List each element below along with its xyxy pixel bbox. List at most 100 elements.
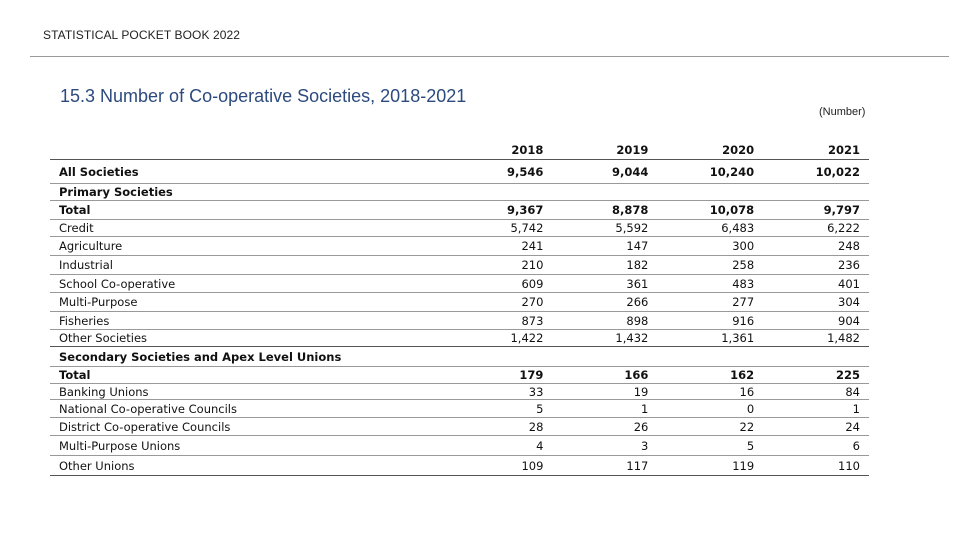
table-row: Credit 5,742 5,592 6,483 6,222 <box>50 220 869 237</box>
table-row: District Co-operative Councils 28 26 22 … <box>50 418 869 436</box>
cell-2018: 179 <box>519 368 544 382</box>
cell-2020: 10,078 <box>709 203 755 217</box>
cell-2019: 1,432 <box>615 331 649 345</box>
table-row: Fisheries 873 898 916 904 <box>50 312 869 330</box>
table-row: Agriculture 241 147 300 248 <box>50 237 869 256</box>
cell-2018: 9,367 <box>507 203 544 217</box>
table-row: Multi-Purpose 270 266 277 304 <box>50 293 869 312</box>
cell-2020: 0 <box>746 401 755 416</box>
cell-2021: 401 <box>838 276 860 291</box>
row-label: Other Unions <box>59 458 135 473</box>
cell-2020: 277 <box>732 295 755 309</box>
row-label: All Societies <box>59 164 139 179</box>
table-row: Total 9,367 8,878 10,078 9,797 <box>50 201 869 220</box>
column-header-label <box>50 141 447 160</box>
cell-2021: 225 <box>835 368 860 382</box>
row-label: National Co-operative Councils <box>59 401 237 416</box>
cell-2019: 5,592 <box>615 221 649 235</box>
cell-2020: 16 <box>739 384 755 399</box>
table-row: All Societies 9,546 9,044 10,240 10,022 <box>50 160 869 184</box>
cell-2018: 4 <box>536 438 544 453</box>
cell-2020: 258 <box>732 258 755 272</box>
cell-2018: 1,422 <box>510 331 544 345</box>
cell-2021: 6 <box>852 438 860 453</box>
section-heading-row: Secondary Societies and Apex Level Union… <box>50 347 869 367</box>
cell-2018: 5 <box>536 401 544 416</box>
cell-2019: 26 <box>633 419 649 434</box>
row-label: Banking Unions <box>59 384 149 399</box>
row-label: Other Societies <box>59 331 148 345</box>
cell-2019: 9,044 <box>611 164 649 179</box>
cell-2021: 9,797 <box>823 203 860 217</box>
cell-2018: 28 <box>528 419 544 434</box>
column-header-2021: 2021 <box>827 143 860 157</box>
cell-2021: 10,022 <box>815 164 860 179</box>
table-row: Multi-Purpose Unions 4 3 5 6 <box>50 436 869 456</box>
cell-2021: 24 <box>845 419 860 434</box>
cell-2020: 5 <box>746 438 755 453</box>
cell-2021: 1 <box>852 401 860 416</box>
cell-2018: 241 <box>521 239 544 253</box>
cell-2020: 162 <box>730 368 755 382</box>
cell-2018: 270 <box>521 295 544 309</box>
cell-2018: 609 <box>521 276 544 291</box>
column-header-2019: 2019 <box>616 143 649 157</box>
table-header-row: 2018 2019 2020 2021 <box>50 141 869 160</box>
cell-2019: 3 <box>641 438 649 453</box>
cell-2019: 182 <box>626 258 649 272</box>
cell-2021: 904 <box>838 313 860 328</box>
cell-2021: 6,222 <box>827 221 860 235</box>
row-label: Fisheries <box>59 313 110 328</box>
cell-2021: 110 <box>838 458 860 473</box>
cell-2020: 119 <box>732 458 755 473</box>
cell-2019: 166 <box>624 368 649 382</box>
cell-2019: 1 <box>641 401 649 416</box>
table-row: Other Unions 109 117 119 110 <box>50 456 869 476</box>
row-label: Credit <box>59 221 94 235</box>
book-header: STATISTICAL POCKET BOOK 2022 <box>43 28 241 42</box>
unit-note: (Number) <box>819 106 866 118</box>
cell-2019: 8,878 <box>611 203 649 217</box>
header-divider <box>30 56 949 57</box>
column-header-2018: 2018 <box>511 143 544 157</box>
cell-2021: 84 <box>845 384 860 399</box>
cell-2020: 300 <box>732 239 755 253</box>
table-row: Other Societies 1,422 1,432 1,361 1,482 <box>50 330 869 347</box>
cell-2019: 19 <box>633 384 649 399</box>
row-label: Agriculture <box>59 239 123 253</box>
cell-2018: 9,546 <box>507 164 544 179</box>
row-label: Multi-Purpose <box>59 295 138 309</box>
cell-2019: 117 <box>626 458 649 473</box>
cell-2020: 6,483 <box>721 221 755 235</box>
cell-2018: 210 <box>521 258 544 272</box>
section-heading-row: Primary Societies <box>50 184 869 201</box>
cell-2019: 147 <box>626 239 649 253</box>
cell-2019: 361 <box>626 276 649 291</box>
table-row: School Co-operative 609 361 483 401 <box>50 275 869 293</box>
cell-2018: 873 <box>521 313 544 328</box>
row-label: School Co-operative <box>59 276 176 291</box>
cell-2021: 1,482 <box>827 331 860 345</box>
co-operative-societies-table: 2018 2019 2020 2021 All Societies 9,546 … <box>50 141 869 476</box>
cell-2021: 236 <box>838 258 860 272</box>
cell-2020: 483 <box>732 276 755 291</box>
cell-2018: 5,742 <box>510 221 544 235</box>
row-label: District Co-operative Councils <box>59 419 231 434</box>
row-label: Multi-Purpose Unions <box>59 438 181 453</box>
section-label: Primary Societies <box>59 185 173 199</box>
cell-2021: 248 <box>838 239 860 253</box>
cell-2020: 10,240 <box>709 164 755 179</box>
cell-2018: 109 <box>521 458 544 473</box>
table-row: Industrial 210 182 258 236 <box>50 256 869 275</box>
table-row: Total 179 166 162 225 <box>50 367 869 384</box>
cell-2018: 33 <box>528 384 544 399</box>
cell-2020: 916 <box>732 313 755 328</box>
cell-2021: 304 <box>838 295 860 309</box>
row-label: Total <box>59 203 91 217</box>
cell-2020: 22 <box>739 419 755 434</box>
row-label: Industrial <box>59 258 113 272</box>
column-header-2020: 2020 <box>722 143 755 157</box>
table-row: Banking Unions 33 19 16 84 <box>50 384 869 400</box>
cell-2020: 1,361 <box>721 331 755 345</box>
row-label: Total <box>59 368 91 382</box>
